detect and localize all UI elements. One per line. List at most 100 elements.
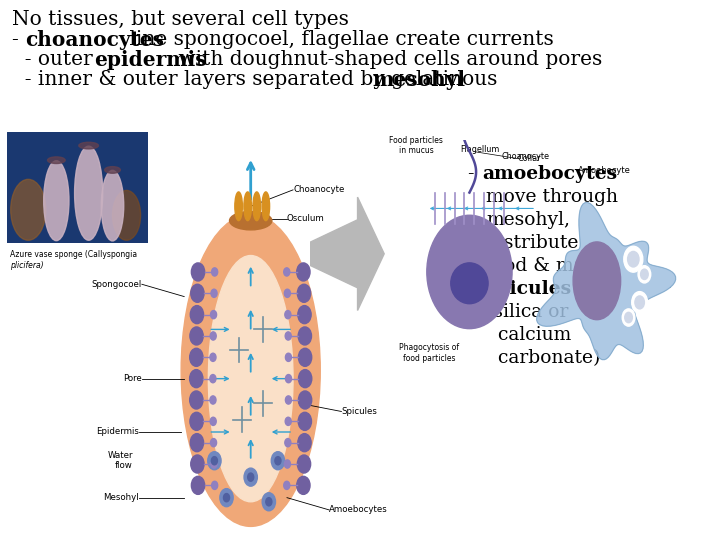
Circle shape xyxy=(248,473,253,481)
Circle shape xyxy=(298,348,312,366)
Ellipse shape xyxy=(112,191,140,240)
Ellipse shape xyxy=(262,192,269,221)
Circle shape xyxy=(266,498,272,506)
Circle shape xyxy=(285,417,291,426)
Circle shape xyxy=(285,375,292,383)
Circle shape xyxy=(208,451,221,470)
Ellipse shape xyxy=(244,192,251,221)
Text: - inner & outer layers separated by gelatinous: - inner & outer layers separated by gela… xyxy=(12,70,504,89)
Text: Mesohyl: Mesohyl xyxy=(103,493,139,502)
Circle shape xyxy=(210,353,216,361)
Circle shape xyxy=(285,310,291,319)
Text: Food particles
in mucus: Food particles in mucus xyxy=(390,136,443,156)
Circle shape xyxy=(210,438,217,447)
Ellipse shape xyxy=(78,142,99,149)
Text: Spicules: Spicules xyxy=(341,407,377,416)
Text: move through: move through xyxy=(486,188,618,206)
Circle shape xyxy=(212,457,217,465)
Circle shape xyxy=(212,268,217,276)
Circle shape xyxy=(210,375,216,383)
Circle shape xyxy=(210,417,216,426)
Circle shape xyxy=(190,306,204,323)
Circle shape xyxy=(190,327,203,345)
Text: Amoebocyte: Amoebocyte xyxy=(578,166,631,175)
Circle shape xyxy=(284,289,290,298)
Circle shape xyxy=(638,266,651,283)
Text: Azure vase sponge (Callyspongia: Azure vase sponge (Callyspongia xyxy=(10,249,137,259)
Ellipse shape xyxy=(48,157,66,164)
Ellipse shape xyxy=(573,242,621,320)
Text: - outer: - outer xyxy=(12,50,99,69)
Circle shape xyxy=(622,309,635,326)
Text: Spongocoel: Spongocoel xyxy=(91,280,142,289)
Text: No tissues, but several cell types: No tissues, but several cell types xyxy=(12,10,349,29)
Ellipse shape xyxy=(181,214,320,526)
Text: -: - xyxy=(468,165,480,183)
Circle shape xyxy=(297,455,310,473)
Circle shape xyxy=(298,391,312,409)
Ellipse shape xyxy=(75,146,103,240)
Text: Choanocyte: Choanocyte xyxy=(501,152,549,161)
Circle shape xyxy=(299,369,312,388)
Text: line spongocoel, flagellae create currents: line spongocoel, flagellae create curren… xyxy=(123,30,554,49)
Circle shape xyxy=(298,434,311,451)
Text: Flagellum: Flagellum xyxy=(460,145,500,154)
Ellipse shape xyxy=(44,161,69,241)
Text: mesohyl: mesohyl xyxy=(372,70,465,90)
Circle shape xyxy=(641,269,648,280)
Text: calcium: calcium xyxy=(486,326,571,344)
Circle shape xyxy=(284,481,289,489)
Text: Osculum: Osculum xyxy=(287,214,325,223)
Ellipse shape xyxy=(427,215,512,329)
Circle shape xyxy=(285,396,292,404)
Circle shape xyxy=(628,252,639,267)
Circle shape xyxy=(262,492,276,511)
Text: Water
flow: Water flow xyxy=(107,451,132,470)
Circle shape xyxy=(275,457,281,465)
Text: Collar: Collar xyxy=(518,154,541,163)
Circle shape xyxy=(285,353,292,361)
Ellipse shape xyxy=(102,170,124,241)
Text: mesohyl,: mesohyl, xyxy=(486,211,570,229)
Ellipse shape xyxy=(230,212,272,230)
Ellipse shape xyxy=(253,192,261,221)
Text: choanocytes: choanocytes xyxy=(25,30,164,50)
Circle shape xyxy=(189,391,203,409)
Circle shape xyxy=(191,455,204,473)
Text: Pore: Pore xyxy=(123,374,142,383)
Text: plicifera): plicifera) xyxy=(10,261,44,269)
Circle shape xyxy=(297,284,310,302)
Circle shape xyxy=(210,332,216,340)
Text: (silica or: (silica or xyxy=(486,303,568,321)
Circle shape xyxy=(271,451,284,470)
Text: Phagocytosis of
food particles: Phagocytosis of food particles xyxy=(400,343,459,363)
Ellipse shape xyxy=(104,167,120,173)
Text: food & make: food & make xyxy=(486,257,607,275)
Text: amoebocytes: amoebocytes xyxy=(482,165,617,183)
Circle shape xyxy=(625,312,632,323)
Ellipse shape xyxy=(208,255,293,502)
Text: with doughnut-shaped cells around pores: with doughnut-shaped cells around pores xyxy=(172,50,602,69)
Circle shape xyxy=(285,332,291,340)
Ellipse shape xyxy=(11,179,46,240)
Circle shape xyxy=(189,369,203,388)
Circle shape xyxy=(192,263,204,281)
Circle shape xyxy=(298,306,311,323)
Circle shape xyxy=(210,310,217,319)
Circle shape xyxy=(211,289,217,298)
Circle shape xyxy=(297,476,310,495)
Circle shape xyxy=(635,296,644,309)
Circle shape xyxy=(191,284,204,302)
Text: Epidermis: Epidermis xyxy=(96,428,139,436)
Circle shape xyxy=(284,268,289,276)
Circle shape xyxy=(298,327,312,345)
Text: spicules: spicules xyxy=(486,280,571,298)
Text: distribute: distribute xyxy=(486,234,578,252)
Text: Choanocyte: Choanocyte xyxy=(293,185,344,194)
Polygon shape xyxy=(310,197,384,310)
Circle shape xyxy=(284,460,290,468)
Circle shape xyxy=(298,413,312,430)
Circle shape xyxy=(210,396,216,404)
Text: Amoebocytes: Amoebocytes xyxy=(329,505,388,515)
Circle shape xyxy=(624,246,643,272)
